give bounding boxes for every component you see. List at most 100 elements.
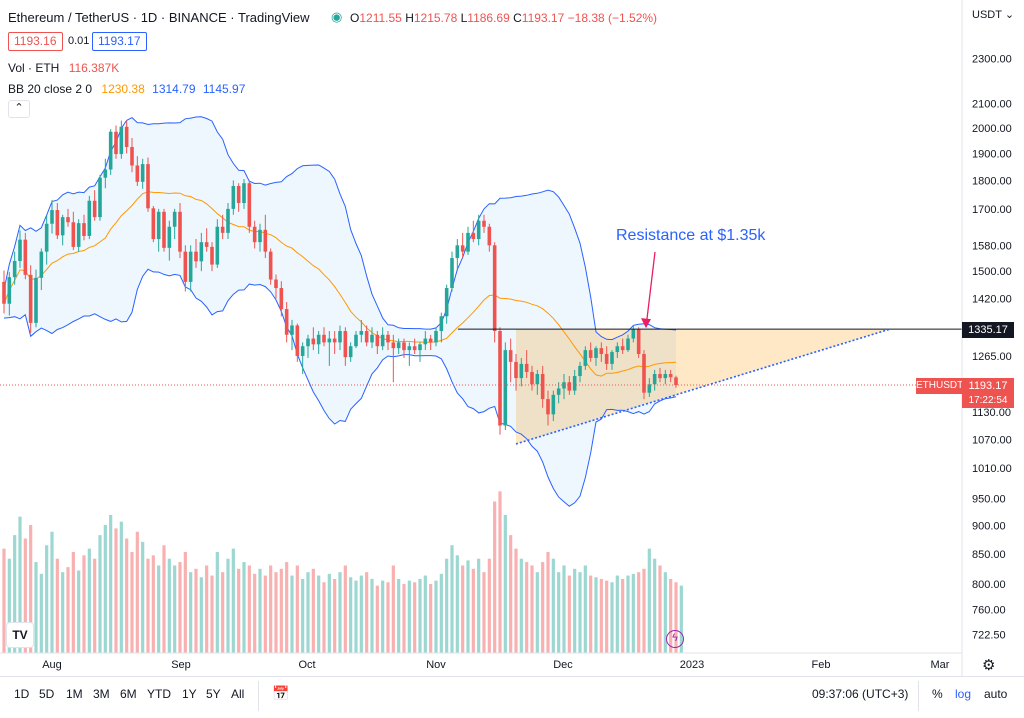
candle-body xyxy=(172,211,177,227)
candle-body xyxy=(311,338,316,345)
resistance-annotation[interactable]: Resistance at $1.35k xyxy=(616,227,766,244)
candle-body xyxy=(572,376,577,391)
volume-bar xyxy=(247,565,251,653)
candle-body xyxy=(295,325,300,356)
price-axis-label: 2100.00 xyxy=(972,99,1012,111)
candle-body xyxy=(450,258,454,289)
candle-body xyxy=(242,183,246,204)
candle-body xyxy=(620,346,625,351)
auto-toggle[interactable]: auto xyxy=(984,687,1008,701)
percent-toggle[interactable]: % xyxy=(932,687,943,701)
volume-bar xyxy=(242,562,246,653)
volume-bar xyxy=(29,525,33,653)
candle-body xyxy=(194,251,198,262)
volume-bar xyxy=(167,558,171,653)
volume-bar xyxy=(109,514,113,653)
volume-bar xyxy=(50,531,54,653)
volume-bar xyxy=(93,558,97,653)
log-toggle[interactable]: log xyxy=(955,687,972,701)
volume-bar xyxy=(621,578,625,653)
range-5y[interactable]: 5Y xyxy=(206,687,221,701)
bottom-toolbar: 1D 5D 1M 3M 6M YTD 1Y 5Y All 📅 09:37:06 … xyxy=(0,676,1024,718)
calendar-range-icon[interactable]: 📅 xyxy=(272,685,290,701)
range-all[interactable]: All xyxy=(231,687,245,701)
tradingview-logo[interactable]: TV xyxy=(6,622,34,648)
range-1y[interactable]: 1Y xyxy=(182,687,197,701)
candle-body xyxy=(103,169,108,178)
volume-bar xyxy=(7,558,11,653)
volume-bar xyxy=(429,583,433,653)
volume-bar xyxy=(434,580,438,653)
volume-bar xyxy=(413,582,417,653)
candle-body xyxy=(519,363,524,379)
volume-bar xyxy=(423,575,427,653)
range-3m[interactable]: 3M xyxy=(93,687,110,701)
volume-bar xyxy=(482,572,486,653)
candle-body xyxy=(391,342,396,349)
volume-bar xyxy=(317,575,321,653)
price-axis-label: 800.00 xyxy=(972,579,1006,591)
volume-bar xyxy=(439,573,443,653)
volume-bar xyxy=(253,573,257,653)
volume-legend[interactable]: Vol · ETH 116.387K xyxy=(8,61,119,75)
ask-price-button[interactable]: 1193.17 xyxy=(92,32,147,51)
candle-body xyxy=(471,232,476,240)
main-chart[interactable]: 2300.00 2100.00 2000.00 1900.00 1800.00 1700.… xyxy=(0,0,1024,676)
volume-bar xyxy=(626,575,630,653)
candle-body xyxy=(252,226,257,243)
volume-bar xyxy=(615,575,619,653)
candle-body xyxy=(215,226,220,265)
price-axis-label: 1010.00 xyxy=(972,463,1012,475)
volume-bar xyxy=(66,567,70,653)
candle-body xyxy=(76,223,81,247)
price-axis-label: 1130.00 xyxy=(972,407,1011,419)
bb-lower-value: 1145.97 xyxy=(202,82,246,96)
volume-bar xyxy=(34,562,38,653)
candle-body xyxy=(615,346,620,353)
volume-bar xyxy=(210,575,214,653)
candle-body xyxy=(663,373,668,379)
candle-body xyxy=(455,245,460,259)
range-ytd[interactable]: YTD xyxy=(147,687,171,701)
volume-bar xyxy=(338,572,342,653)
candle-body xyxy=(508,350,513,362)
candle-body xyxy=(306,338,310,347)
bb-legend[interactable]: BB 20 close 2 0 1230.38 1314.79 1145.97 xyxy=(8,82,245,96)
bid-price-button[interactable]: 1193.16 xyxy=(8,32,63,51)
candle-body xyxy=(140,164,145,182)
candle-body xyxy=(556,388,561,395)
candle-body xyxy=(370,334,374,343)
volume-bar xyxy=(71,551,75,653)
lightning-icon[interactable]: ϟ xyxy=(666,630,684,648)
range-1d[interactable]: 1D xyxy=(14,687,30,701)
range-6m[interactable]: 6M xyxy=(120,687,137,701)
symbol-title[interactable]: Ethereum / TetherUS · 1D · BINANCE · Tra… xyxy=(8,10,310,25)
volume-bar xyxy=(365,572,369,653)
settings-gear-icon[interactable]: ⚙ xyxy=(982,657,996,674)
volume-bar xyxy=(653,558,657,653)
range-5d[interactable]: 5D xyxy=(39,687,55,701)
volume-bar xyxy=(285,562,289,653)
collapse-legend-button[interactable]: ⌃ xyxy=(8,100,30,118)
volume-bar xyxy=(466,560,470,653)
clock-time[interactable]: 09:37:06 (UTC+3) xyxy=(812,687,909,701)
volume-bar xyxy=(269,565,273,653)
candle-body xyxy=(412,346,417,351)
candle-body xyxy=(658,373,662,379)
range-1m[interactable]: 1M xyxy=(66,687,83,701)
volume-bar xyxy=(525,562,529,653)
volume-bar xyxy=(199,577,203,653)
candle-body xyxy=(588,350,593,358)
currency-selector[interactable]: USDT ⌄ xyxy=(972,8,1014,21)
volume-bar xyxy=(13,535,17,653)
volume-bar xyxy=(487,558,491,653)
volume-bar xyxy=(631,573,635,653)
volume-bar xyxy=(471,568,475,653)
candle-body xyxy=(114,131,118,155)
candle-body xyxy=(124,126,129,148)
candle-body xyxy=(599,348,604,355)
volume-bar xyxy=(18,516,22,653)
ohlc-open-label: O xyxy=(350,11,360,25)
spread-value: 0.01 xyxy=(68,35,90,47)
